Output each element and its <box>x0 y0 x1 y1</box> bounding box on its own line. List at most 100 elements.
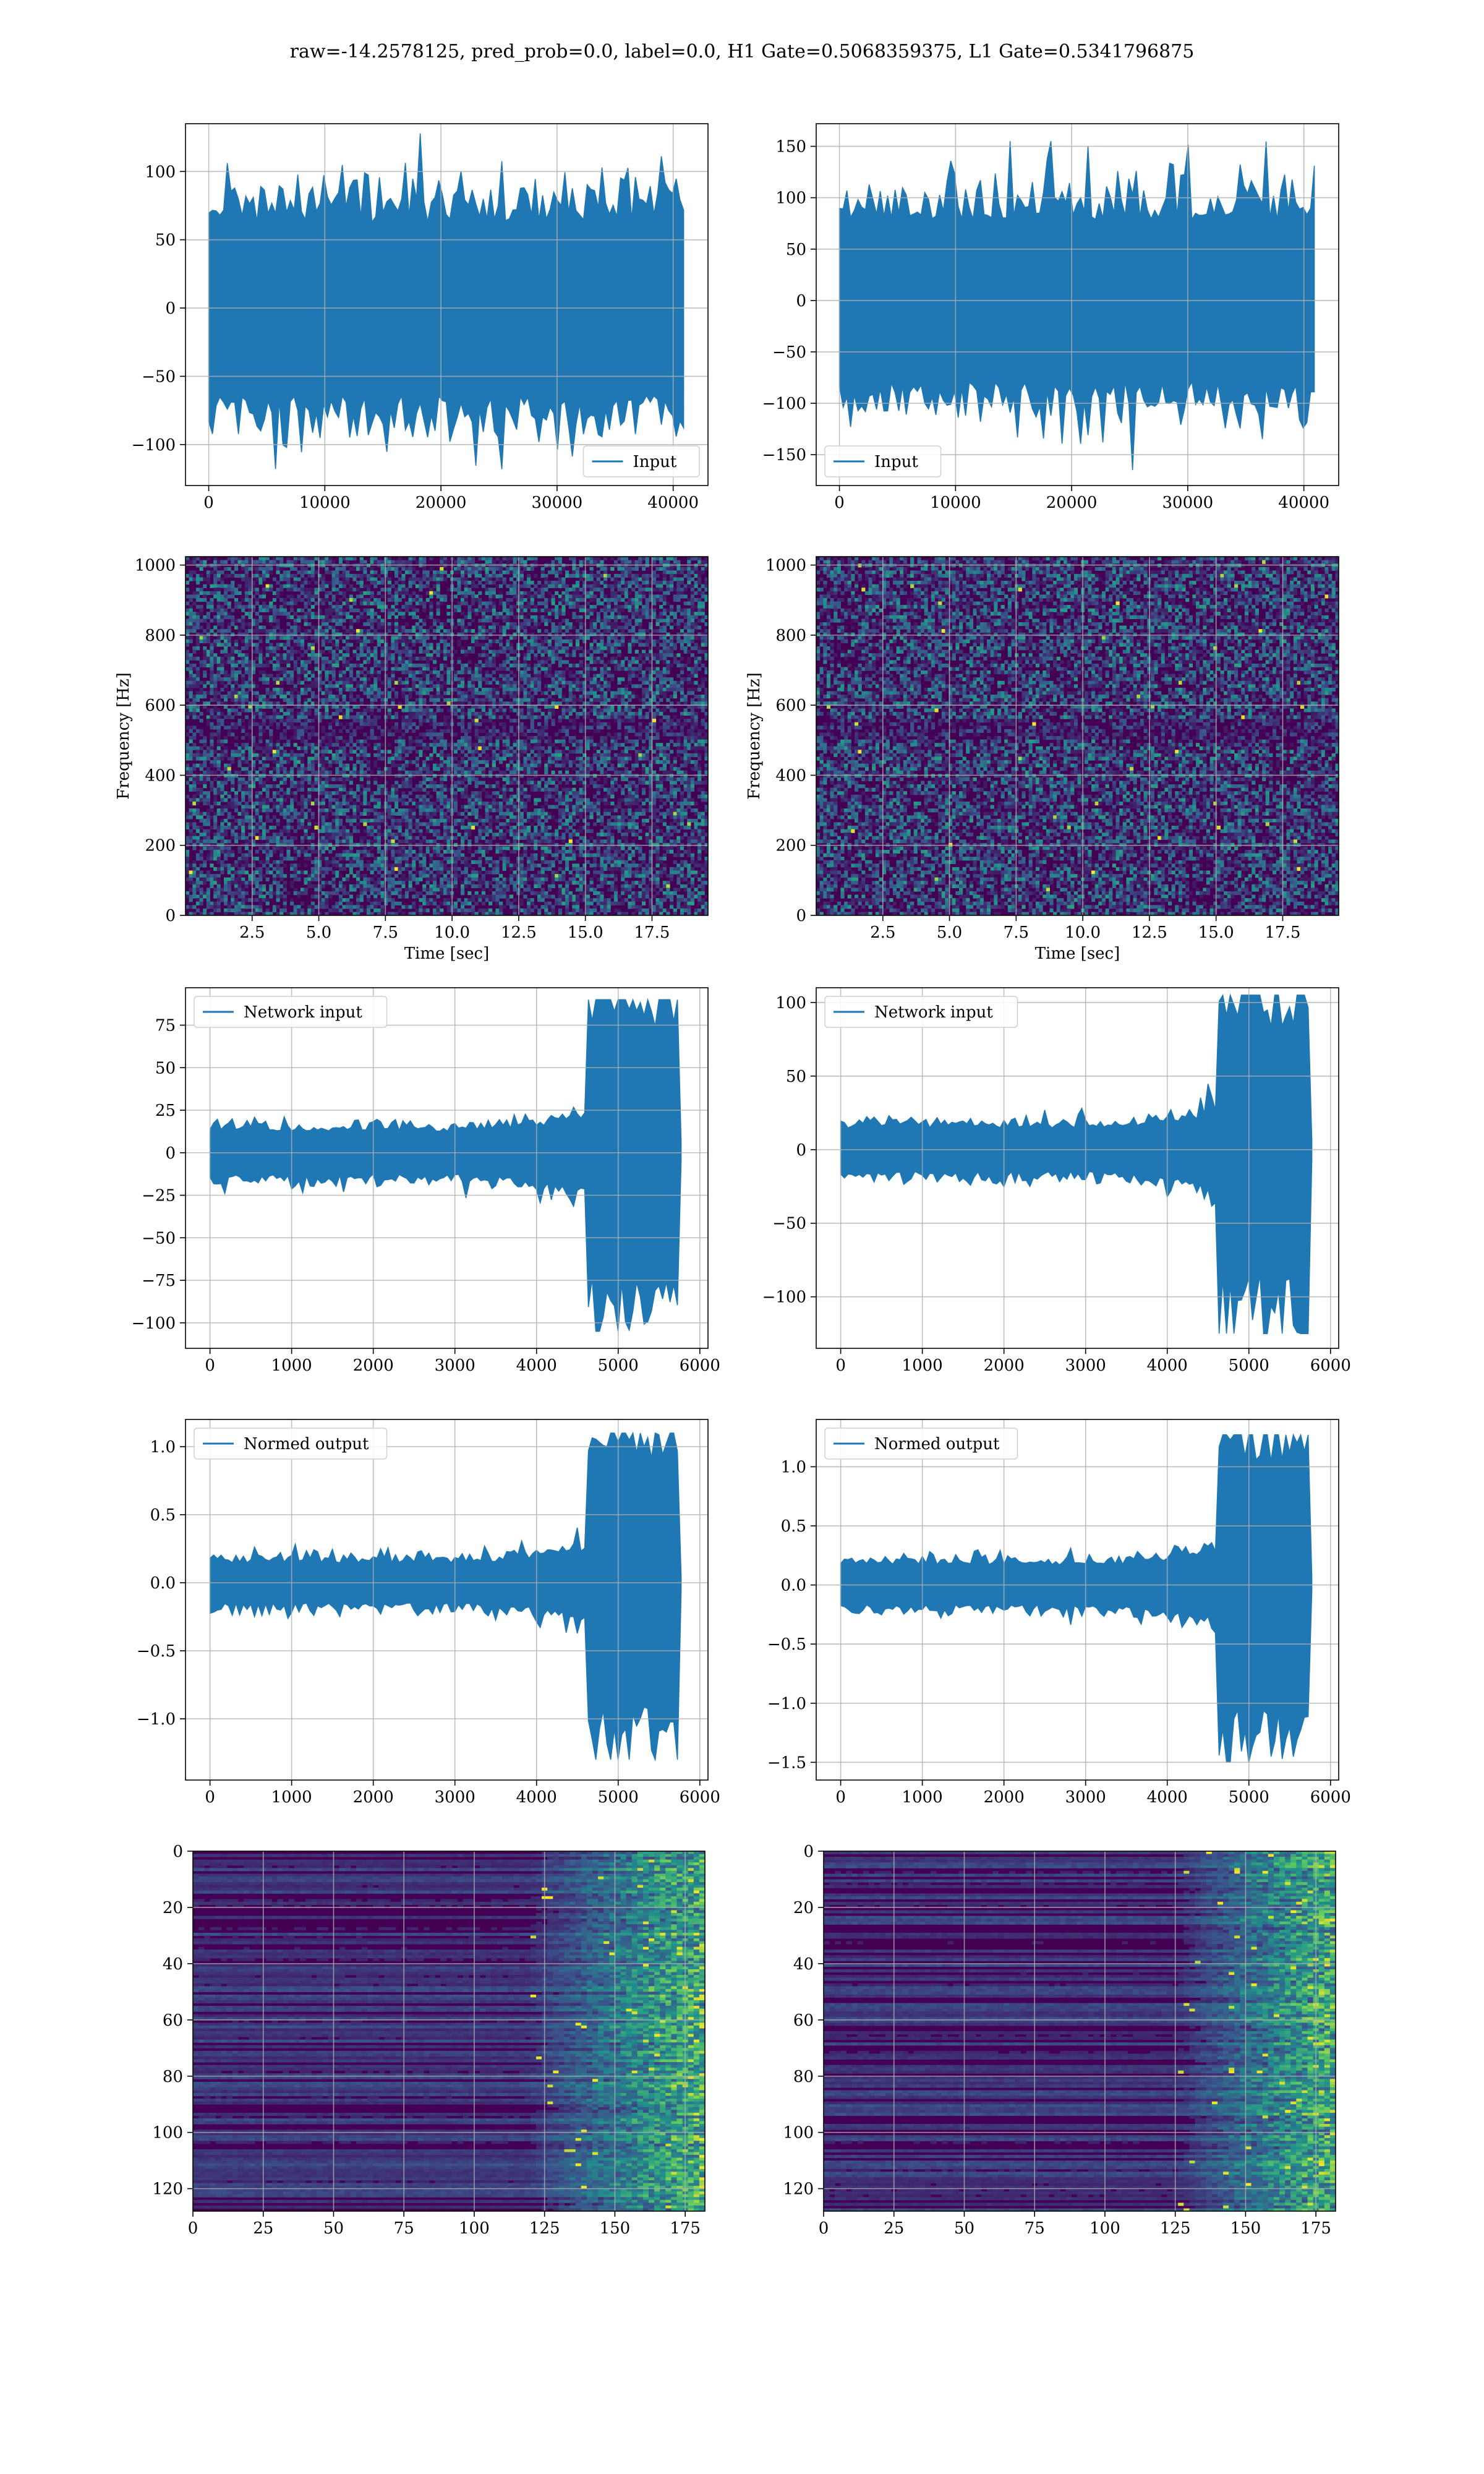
netin-h1-plot-area <box>209 998 682 1332</box>
netin-l1-ytick-label: −50 <box>772 1215 806 1233</box>
feat-l1-xtick-label: 75 <box>1025 2219 1045 2238</box>
feat-l1-plot-area <box>824 1851 1336 2211</box>
spec-l1-plot-area <box>816 557 1339 915</box>
norm-l1-ytick-label: 0.5 <box>781 1517 806 1536</box>
spec-h1-xtick-label: 12.5 <box>501 923 537 942</box>
netin-h1-ytick-label: −25 <box>142 1187 176 1205</box>
page-title: raw=-14.2578125, pred_prob=0.0, label=0.… <box>0 41 1484 62</box>
panel-normed-output-h1: 0 1000 2000 3000 4000 5000 6000 −1.0 −0.5 0.0 0.5 1… <box>137 1419 720 1807</box>
input-h1-xtick-label: 10000 <box>299 494 351 512</box>
norm-l1-ytick-label: −1.5 <box>767 1753 806 1772</box>
feat-l1-xtick-label: 50 <box>954 2219 974 2238</box>
netin-h1-legend: Network input <box>194 996 388 1028</box>
netin-l1-legend-label: Network input <box>874 1003 993 1022</box>
input-h1-xtick-label: 0 <box>203 494 214 512</box>
feat-h1-xtick-label: 125 <box>529 2219 560 2238</box>
panel-input-l1: 0 10000 20000 30000 40000 −150 −100 −50 0 50 100 15… <box>762 123 1339 512</box>
input-h1-ytick-label: 0 <box>165 299 176 318</box>
norm-l1-xtick-label: 1000 <box>902 1788 943 1807</box>
spec-l1-xlabel: Time [sec] <box>1035 944 1120 963</box>
panel-input-h1: 0 10000 20000 30000 40000 −100 −50 0 50 100 Input <box>132 123 709 512</box>
norm-h1-xtick-label: 0 <box>205 1788 215 1807</box>
netin-l1-ytick-label: 50 <box>786 1068 806 1086</box>
feat-l1-ytick-label: 80 <box>793 2068 814 2086</box>
netin-l1-xtick-label: 4000 <box>1147 1356 1188 1375</box>
input-l1-xtick-label: 10000 <box>930 494 981 512</box>
netin-l1-legend: Network input <box>824 996 1018 1028</box>
input-l1-ytick-label: −50 <box>772 343 806 362</box>
input-l1-xtick-label: 20000 <box>1046 494 1098 512</box>
norm-l1-frame <box>816 1419 1339 1781</box>
feat-h1-ytick-label: 80 <box>163 2068 183 2086</box>
netin-l1-ytick-label: 100 <box>775 994 806 1012</box>
norm-h1-plot-area <box>209 1431 682 1761</box>
input-l1-legend: Input <box>824 445 942 477</box>
norm-h1-ytick-label: 1.0 <box>150 1438 176 1457</box>
input-l1-frame <box>816 123 1339 486</box>
spec-l1-xtick-label: 10.0 <box>1065 923 1101 942</box>
feat-h1-xtick-label: 175 <box>670 2219 701 2238</box>
feat-h1-ytick-label: 120 <box>152 2180 183 2199</box>
input-l1-xtick-label: 40000 <box>1278 494 1329 512</box>
input-h1-series <box>208 133 684 469</box>
feat-h1-plot-area <box>193 1851 705 2211</box>
norm-h1-legend-label: Normed output <box>244 1435 369 1453</box>
input-h1-ytick-label: −100 <box>132 436 176 455</box>
norm-l1-ytick-label: −0.5 <box>767 1635 806 1654</box>
norm-l1-grid <box>816 1419 1339 1780</box>
input-h1-ytick-label: 100 <box>145 163 176 181</box>
input-h1-ytick-label: −50 <box>142 367 176 386</box>
input-h1-xtick-label: 20000 <box>416 494 467 512</box>
input-l1-plot-area <box>838 141 1315 471</box>
input-l1-series <box>838 141 1315 471</box>
feat-h1-xtick-label: 0 <box>188 2219 198 2238</box>
panel-normed-output-l1: 0 1000 2000 3000 4000 5000 6000 −1.5 −1.0 −0.5 0.0… <box>767 1419 1351 1807</box>
spec-l1-xtick-label: 2.5 <box>870 923 895 942</box>
feat-l1-ytick-label: 60 <box>793 2011 814 2030</box>
feat-h1-xtick-label: 50 <box>323 2219 344 2238</box>
feat-l1-grid <box>823 1851 1336 2211</box>
norm-l1-ytick-label: 0.0 <box>781 1577 806 1595</box>
netin-h1-ytick-label: −100 <box>132 1314 176 1333</box>
feat-l1-xtick-label: 0 <box>819 2219 829 2238</box>
feat-h1-ytick-label: 20 <box>163 1899 183 1917</box>
netin-l1-ytick-label: 0 <box>796 1141 806 1160</box>
netin-l1-series <box>840 993 1313 1334</box>
input-l1-xtick-label: 0 <box>834 494 845 512</box>
feat-h1-ytick-label: 0 <box>173 1843 183 1861</box>
norm-l1-ytick-label: −1.0 <box>767 1695 806 1713</box>
input-l1-xtick-label: 30000 <box>1162 494 1214 512</box>
spec-l1-ytick-label: 200 <box>775 837 806 855</box>
spec-l1-xtick-label: 12.5 <box>1132 923 1167 942</box>
netin-l1-xtick-label: 0 <box>835 1356 846 1375</box>
feat-l1-ytick-label: 20 <box>793 1899 814 1917</box>
netin-l1-ytick-label: −100 <box>762 1288 806 1307</box>
feat-l1-xtick-label: 150 <box>1230 2219 1261 2238</box>
feat-h1-xtick-label: 75 <box>394 2219 414 2238</box>
netin-h1-xtick-label: 5000 <box>598 1356 639 1375</box>
norm-l1-xtick-label: 0 <box>835 1788 846 1807</box>
netin-l1-xtick-label: 5000 <box>1229 1356 1269 1375</box>
feat-l1-ytick-label: 40 <box>793 1955 814 1974</box>
input-h1-frame <box>185 123 709 486</box>
input-l1-ytick-label: 0 <box>796 292 806 310</box>
feat-h1-xtick-label: 100 <box>459 2219 490 2238</box>
norm-h1-legend: Normed output <box>194 1427 388 1460</box>
spec-h1-ytick-label: 800 <box>145 627 176 645</box>
input-l1-ytick-label: −150 <box>762 446 806 464</box>
netin-h1-series <box>209 998 682 1332</box>
netin-h1-xtick-label: 3000 <box>435 1356 475 1375</box>
feat-l1-ytick-label: 120 <box>783 2180 814 2199</box>
input-h1-plot-area <box>208 133 684 469</box>
spec-h1-xtick-label: 17.5 <box>634 923 670 942</box>
panel-network-input-h1: 0 1000 2000 3000 4000 5000 6000 −100 −75 −50 −25 0 2… <box>132 987 720 1375</box>
spec-h1-ytick-label: 400 <box>145 766 176 785</box>
netin-l1-xtick-label: 3000 <box>1065 1356 1106 1375</box>
norm-l1-xtick-label: 6000 <box>1310 1788 1351 1807</box>
spec-h1-ytick-label: 0 <box>165 907 176 925</box>
norm-l1-xtick-label: 5000 <box>1229 1788 1269 1807</box>
spec-h1-ytick-label: 200 <box>145 837 176 855</box>
panel-spectrogram-h1: 2.5 5.0 7.5 10.0 12.5 15.0 17.5 0 200 400 600 800 10… <box>114 556 709 963</box>
norm-h1-xtick-label: 1000 <box>271 1788 312 1807</box>
